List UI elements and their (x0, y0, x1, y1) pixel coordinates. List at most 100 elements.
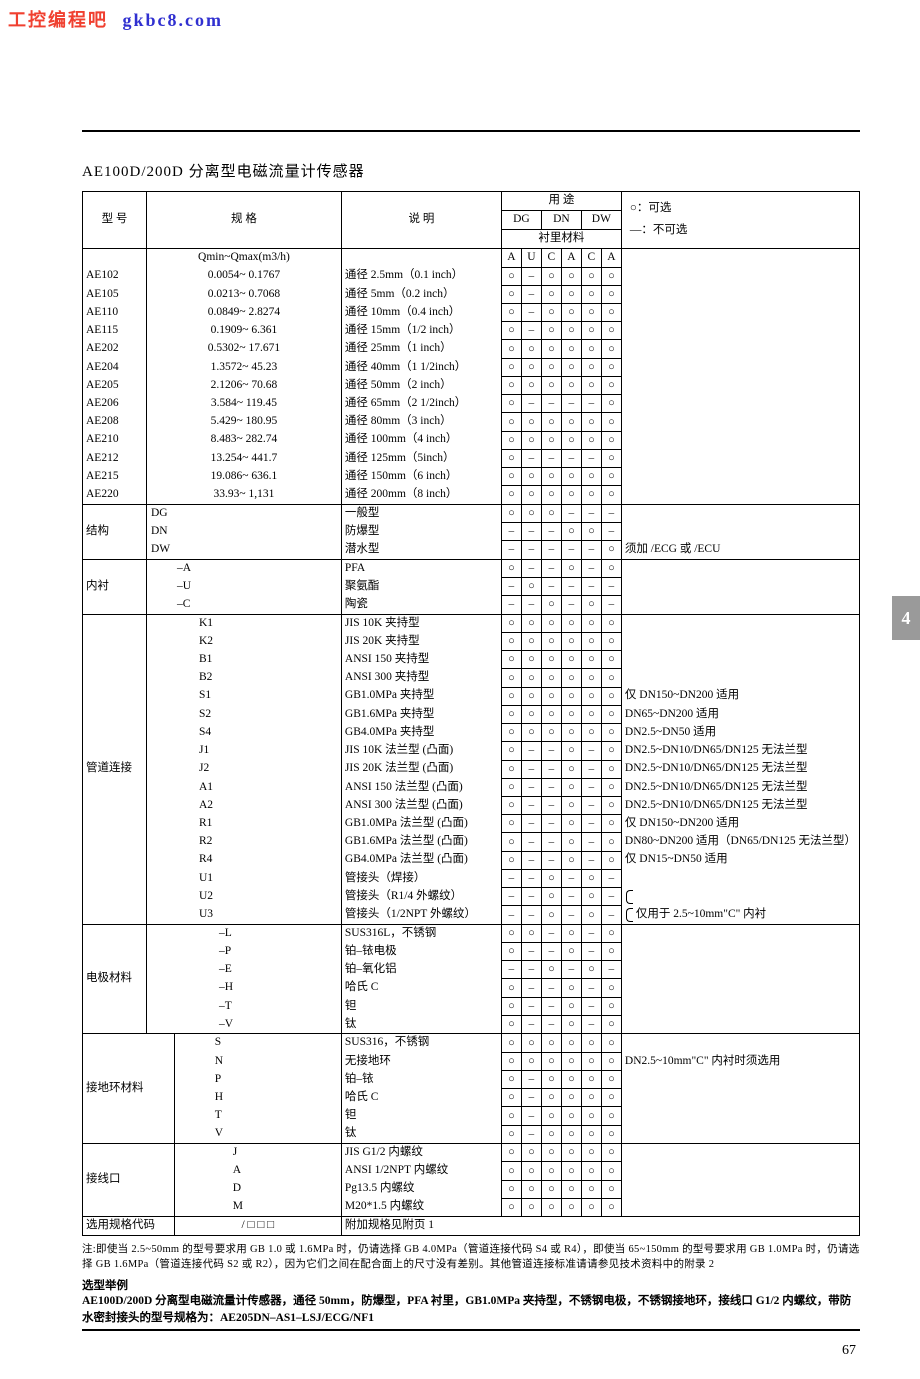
mark-cell: – (561, 504, 581, 522)
mark-cell: ○ (561, 705, 581, 723)
section-label: 电极材料 (83, 924, 147, 1034)
mark-cell: – (581, 796, 601, 814)
size-note (621, 431, 859, 449)
mark-cell: ○ (561, 486, 581, 504)
mark-cell: ○ (501, 1070, 521, 1088)
row-note (621, 1070, 859, 1088)
row-code: –U (147, 577, 342, 595)
row-desc: JIS G1/2 内螺纹 (341, 1143, 501, 1161)
mark-cell: ○ (541, 285, 561, 303)
mark-cell: ○ (561, 651, 581, 669)
row-note (621, 559, 859, 577)
row-code: –E (147, 961, 342, 979)
mark-cell: – (521, 541, 541, 559)
row-note (621, 997, 859, 1015)
mark-cell: ○ (501, 1198, 521, 1216)
mark-cell: ○ (501, 1143, 521, 1161)
mark-cell: ○ (501, 669, 521, 687)
mark-cell: ○ (521, 358, 541, 376)
mark-cell: ○ (581, 376, 601, 394)
row-code: U3 (147, 906, 342, 924)
size-spec: 8.483~ 282.74 (147, 431, 342, 449)
row-note (621, 1162, 859, 1180)
mark-cell: – (581, 979, 601, 997)
mark-cell: ○ (581, 267, 601, 285)
mark-cell: ○ (501, 742, 521, 760)
row-note: DN2.5~10mm"C" 内衬时须选用 (621, 1052, 859, 1070)
mark-cell: – (541, 559, 561, 577)
mark-cell: – (521, 906, 541, 924)
mark-cell: ○ (501, 833, 521, 851)
mark-cell: – (501, 596, 521, 614)
mark-cell: – (561, 541, 581, 559)
mark-cell: ○ (601, 924, 621, 942)
mark-cell: – (521, 596, 541, 614)
mark-cell: – (581, 851, 601, 869)
mark-cell: – (521, 1070, 541, 1088)
mark-cell: – (581, 449, 601, 467)
mark-cell: ○ (561, 997, 581, 1015)
mark-cell: ○ (501, 467, 521, 485)
mark-cell: ○ (561, 1052, 581, 1070)
mark-cell: – (541, 979, 561, 997)
mark-cell: – (521, 943, 541, 961)
mark-cell: ○ (521, 431, 541, 449)
row-code: DN (147, 522, 342, 540)
row-desc: ANSI 1/2NPT 内螺纹 (341, 1162, 501, 1180)
mark-cell: ○ (561, 1198, 581, 1216)
mark-cell: ○ (601, 979, 621, 997)
spec-table: 型 号 规 格 说 明 用 途 ○：可选 —：不可选 DG DN DW 衬里材料… (82, 191, 860, 1236)
row-code: J1 (147, 742, 342, 760)
mark-cell: ○ (601, 833, 621, 851)
row-desc: GB1.6MPa 夹持型 (341, 705, 501, 723)
mark-cell: ○ (561, 1015, 581, 1033)
mark-cell: – (501, 522, 521, 540)
row-note: 仅 DN150~DN200 适用 (621, 687, 859, 705)
mark-cell: ○ (581, 340, 601, 358)
mark-cell: – (561, 596, 581, 614)
mark-cell: ○ (581, 961, 601, 979)
size-spec: 5.429~ 180.95 (147, 413, 342, 431)
mark-cell: ○ (561, 522, 581, 540)
size-spec: 33.93~ 1,131 (147, 486, 342, 504)
mark-cell: ○ (561, 267, 581, 285)
mark-cell: ○ (501, 815, 521, 833)
size-desc: 通径 25mm（1 inch） (341, 340, 501, 358)
row-note (621, 504, 859, 522)
mark-cell: ○ (561, 796, 581, 814)
size-note (621, 413, 859, 431)
mark-cell: ○ (601, 1107, 621, 1125)
mark-cell: ○ (561, 979, 581, 997)
mark-cell: ○ (501, 687, 521, 705)
row-code: –H (147, 979, 342, 997)
mark-cell: ○ (561, 413, 581, 431)
row-desc: 陶瓷 (341, 596, 501, 614)
size-desc: 通径 40mm（1 1/2inch） (341, 358, 501, 376)
mark-cell: ○ (601, 687, 621, 705)
row-desc: 管接头（1/2NPT 外螺纹） (341, 906, 501, 924)
mark-cell: ○ (561, 467, 581, 485)
mark-cell: – (561, 577, 581, 595)
mark-cell: ○ (521, 376, 541, 394)
mark-cell: ○ (501, 486, 521, 504)
mark-cell: – (521, 522, 541, 540)
mark-cell: ○ (561, 724, 581, 742)
mark-cell: ○ (501, 1180, 521, 1198)
mark-cell: ○ (581, 1107, 601, 1125)
mark-cell: ○ (581, 1198, 601, 1216)
mark-cell: ○ (541, 888, 561, 906)
row-desc: 钛 (341, 1125, 501, 1143)
mark-cell: ○ (541, 1125, 561, 1143)
mark-cell: ○ (541, 1089, 561, 1107)
size-model: AE212 (83, 449, 147, 467)
mark-cell: ○ (601, 1162, 621, 1180)
size-desc: 通径 150mm（6 inch） (341, 467, 501, 485)
size-note (621, 322, 859, 340)
size-desc: 通径 50mm（2 inch） (341, 376, 501, 394)
size-spec: 0.0213~ 0.7068 (147, 285, 342, 303)
row-desc: ANSI 300 法兰型 (凸面) (341, 796, 501, 814)
row-desc: ANSI 300 夹持型 (341, 669, 501, 687)
mark-cell: ○ (541, 1107, 561, 1125)
mark-cell: ○ (561, 1034, 581, 1052)
mark-cell: ○ (521, 651, 541, 669)
